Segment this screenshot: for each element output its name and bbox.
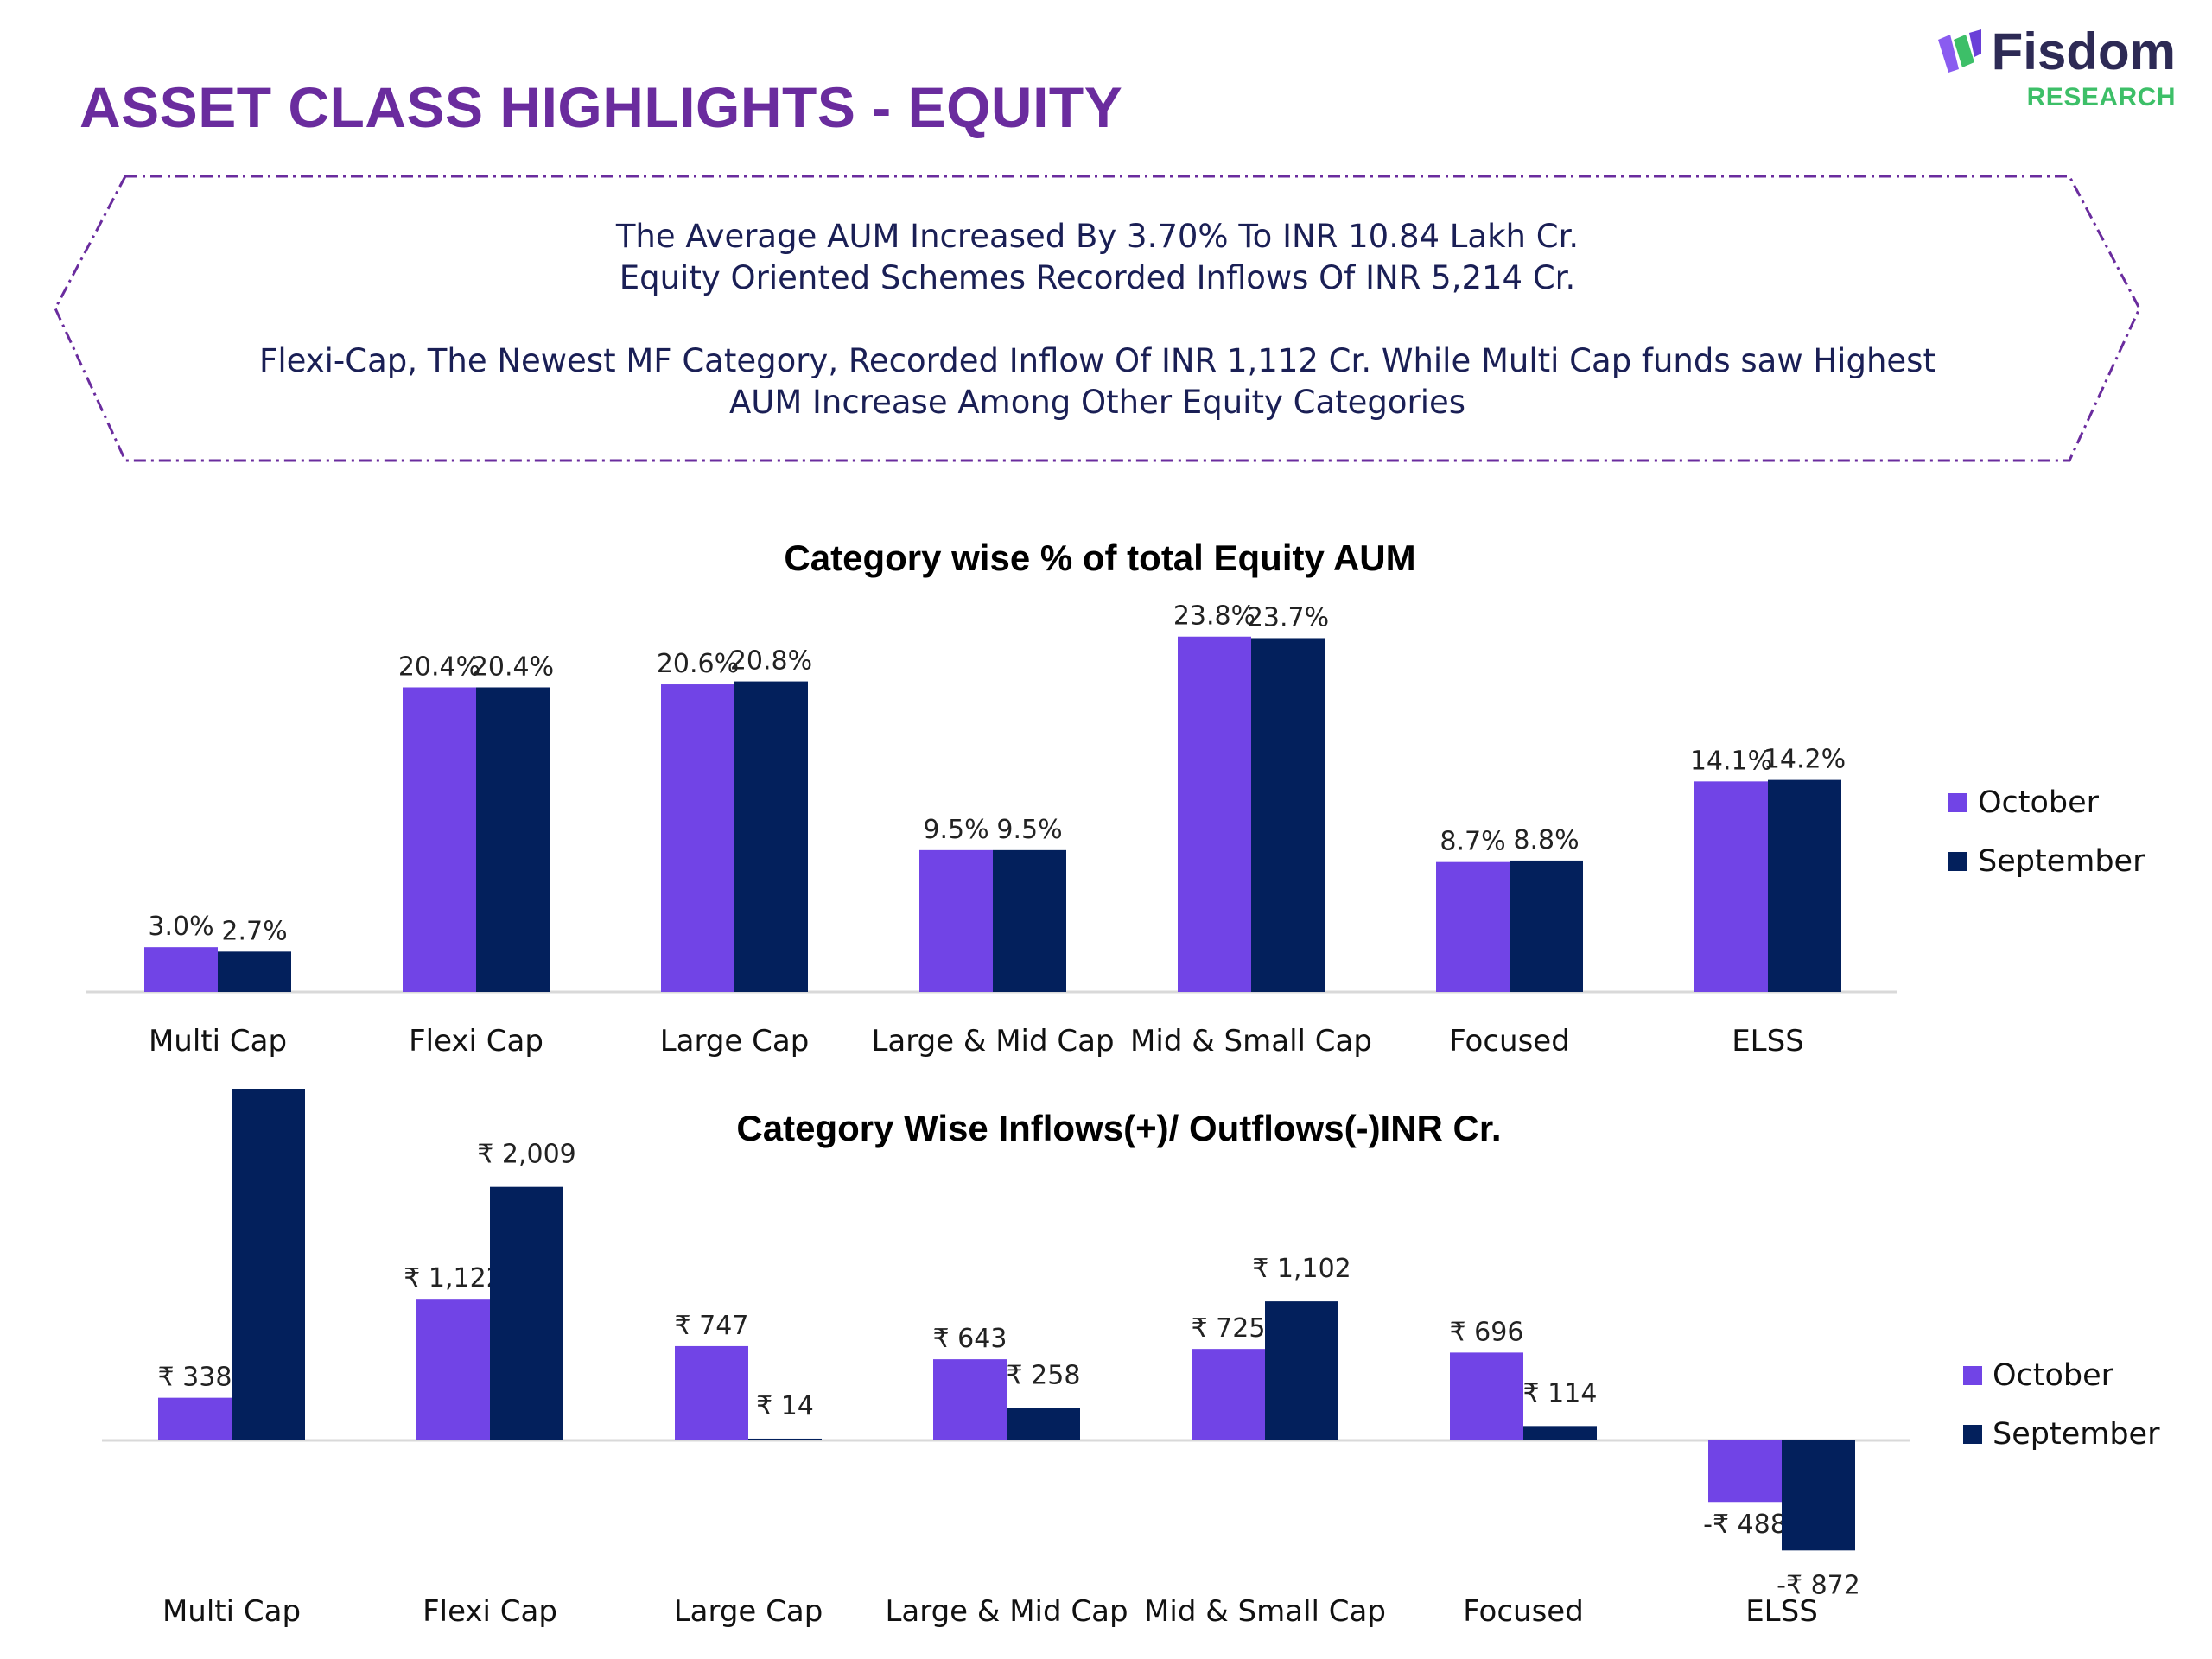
bar-september-focused (1523, 1426, 1597, 1440)
bar-october-flexi-cap (416, 1299, 490, 1440)
category-label-flexi-cap: Flexi Cap (409, 1024, 543, 1058)
data-label-september-multi-cap: 2.7% (221, 916, 287, 946)
bar-october-large-cap (675, 1345, 748, 1440)
bar-september-large-mid-cap (1007, 1408, 1080, 1440)
data-label-september-focused: 8.8% (1513, 825, 1579, 855)
bar-october-mid-small-cap (1178, 636, 1251, 992)
data-label-october-large-mid-cap: ₹ 643 (933, 1324, 1007, 1354)
category-label-elss: ELSS (1745, 1594, 1818, 1629)
brand-logo: Fisdom RESEARCH (1936, 26, 2176, 112)
data-label-september-mid-small-cap: ₹ 1,102 (1252, 1254, 1351, 1284)
data-label-october-multi-cap: 3.0% (148, 912, 213, 942)
data-label-october-large-cap: ₹ 747 (675, 1311, 749, 1341)
bar-october-multi-cap (144, 947, 218, 992)
category-label-focused: Focused (1463, 1594, 1584, 1629)
bar-october-focused (1450, 1352, 1523, 1440)
data-label-september-large-mid-cap: 9.5% (996, 815, 1062, 845)
data-label-october-elss: 14.1% (1690, 746, 1772, 776)
page-title: ASSET CLASS HIGHLIGHTS - EQUITY (79, 75, 1123, 139)
bar-october-large-mid-cap (933, 1359, 1007, 1440)
brand-subtitle: RESEARCH (2026, 83, 2176, 111)
bar-september-large-cap (748, 1438, 822, 1440)
category-label-mid-small-cap: Mid & Small Cap (1130, 1024, 1372, 1058)
data-label-september-elss: 14.2% (1764, 745, 1846, 775)
category-label-mid-small-cap: Mid & Small Cap (1144, 1594, 1386, 1629)
data-label-october-flexi-cap: ₹ 1,122 (404, 1263, 503, 1294)
bar-october-elss (1708, 1440, 1782, 1503)
legend-swatch-october (1963, 1366, 1982, 1385)
bar-october-elss (1694, 781, 1768, 992)
category-label-elss: ELSS (1732, 1024, 1804, 1058)
category-label-large-mid-cap: Large & Mid Cap (871, 1024, 1114, 1058)
category-label-large-cap: Large Cap (660, 1024, 810, 1058)
callout-border (54, 175, 2141, 462)
bar-october-multi-cap (158, 1397, 232, 1440)
bar-september-large-mid-cap (993, 849, 1066, 992)
data-label-october-mid-small-cap: 23.8% (1173, 601, 1255, 632)
bar-october-focused (1436, 861, 1510, 992)
legend-swatch-october (1948, 793, 1967, 812)
bar-september-focused (1510, 860, 1583, 992)
data-label-september-large-mid-cap: ₹ 258 (1007, 1360, 1081, 1390)
legend-swatch-september (1963, 1425, 1982, 1444)
aum-chart-title: Category wise % of total Equity AUM (784, 537, 1415, 578)
legend-swatch-september (1948, 852, 1967, 871)
data-label-october-flexi-cap: 20.4% (398, 652, 480, 682)
bar-september-elss (1768, 779, 1841, 992)
flows-chart: Category Wise Inflows(+)/ Outflows(-)INR… (0, 1089, 2212, 1642)
data-label-september-mid-small-cap: 23.7% (1247, 602, 1329, 632)
data-label-october-mid-small-cap: ₹ 725 (1192, 1313, 1266, 1344)
category-label-large-mid-cap: Large & Mid Cap (885, 1594, 1128, 1629)
bar-october-mid-small-cap (1192, 1349, 1265, 1440)
data-label-september-flexi-cap: ₹ 2,009 (477, 1140, 576, 1170)
bar-september-mid-small-cap (1251, 638, 1325, 992)
category-label-multi-cap: Multi Cap (149, 1024, 287, 1058)
data-label-october-multi-cap: ₹ 338 (158, 1363, 232, 1393)
data-label-october-large-cap: 20.6% (657, 649, 739, 679)
bar-september-flexi-cap (476, 687, 550, 992)
summary-line-flexicap: Flexi-Cap, The Newest MF Category, Recor… (259, 342, 1936, 379)
bar-september-multi-cap (218, 951, 291, 992)
aum-share-chart-svg: Category wise % of total Equity AUM 3.0%… (86, 537, 2145, 1058)
data-label-october-focused: 8.7% (1440, 827, 1505, 857)
bar-october-large-cap (661, 684, 734, 992)
bar-september-flexi-cap (490, 1186, 563, 1440)
summary-line-inflows: Equity Oriented Schemes Recorded Inflows… (619, 259, 1576, 296)
fisdom-logo-icon (1937, 29, 1981, 73)
aum-share-chart: Category wise % of total Equity AUM 3.0%… (0, 518, 2212, 1071)
category-label-multi-cap: Multi Cap (162, 1594, 301, 1629)
brand-name: Fisdom (1991, 22, 2176, 80)
category-label-focused: Focused (1449, 1024, 1570, 1058)
data-label-september-large-cap: ₹ 14 (756, 1391, 814, 1421)
flows-chart-title: Category Wise Inflows(+)/ Outflows(-)INR… (736, 1108, 1501, 1148)
data-label-september-large-cap: 20.8% (730, 646, 812, 677)
bar-october-large-mid-cap (919, 849, 993, 992)
bar-september-mid-small-cap (1265, 1301, 1338, 1440)
summary-line-multicap: AUM Increase Among Other Equity Categori… (728, 384, 1466, 421)
legend-label-october: October (1978, 785, 2100, 820)
legend-label-september: September (1978, 844, 2145, 879)
summary-callout: The Average AUM Increased By 3.70% To IN… (52, 173, 2143, 471)
legend-label-september: September (1993, 1417, 2160, 1452)
data-label-september-elss: -₹ 872 (1777, 1570, 1860, 1600)
data-label-october-large-mid-cap: 9.5% (923, 815, 988, 845)
category-label-flexi-cap: Flexi Cap (423, 1594, 557, 1629)
data-label-september-flexi-cap: 20.4% (472, 652, 554, 682)
data-label-october-elss: -₹ 488 (1703, 1510, 1787, 1540)
category-label-large-cap: Large Cap (674, 1594, 823, 1629)
bar-october-flexi-cap (403, 687, 476, 992)
bar-september-large-cap (734, 681, 808, 992)
bar-september-multi-cap (232, 1089, 305, 1440)
summary-line-aum: The Average AUM Increased By 3.70% To IN… (615, 218, 1580, 255)
flows-chart-svg: Category Wise Inflows(+)/ Outflows(-)INR… (102, 1089, 2160, 1629)
data-label-october-focused: ₹ 696 (1450, 1317, 1524, 1347)
bar-september-elss (1782, 1440, 1855, 1551)
data-label-september-focused: ₹ 114 (1523, 1378, 1598, 1408)
legend-label-october: October (1993, 1358, 2114, 1393)
